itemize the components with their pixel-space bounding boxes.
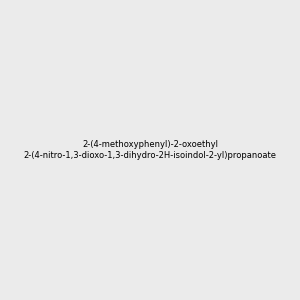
Text: 2-(4-methoxyphenyl)-2-oxoethyl 2-(4-nitro-1,3-dioxo-1,3-dihydro-2H-isoindol-2-yl: 2-(4-methoxyphenyl)-2-oxoethyl 2-(4-nitr… bbox=[23, 140, 277, 160]
